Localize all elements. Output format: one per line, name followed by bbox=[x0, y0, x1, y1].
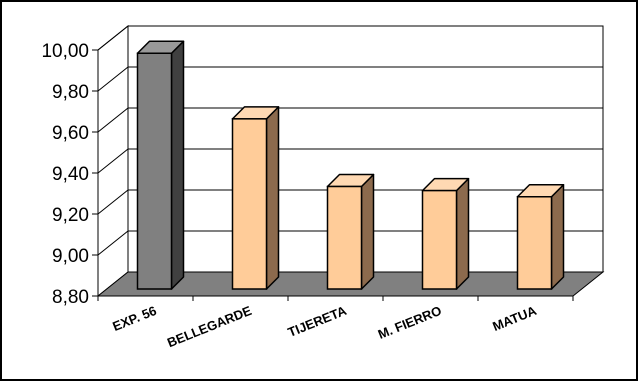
bar bbox=[136, 40, 185, 290]
x-category-label: EXP. 56 bbox=[110, 303, 158, 334]
y-tick-label: 9,60 bbox=[52, 123, 89, 144]
bar-front bbox=[421, 189, 458, 290]
y-tick-label: 9,40 bbox=[52, 164, 89, 185]
bar bbox=[421, 177, 470, 290]
bar-side bbox=[360, 173, 375, 290]
bar-side bbox=[170, 40, 185, 290]
bar-front bbox=[516, 196, 553, 290]
bar-side bbox=[550, 184, 565, 290]
bar-side bbox=[265, 106, 280, 290]
bar-side bbox=[455, 177, 470, 290]
gridline bbox=[97, 25, 603, 51]
gridline bbox=[97, 107, 603, 133]
bar-front bbox=[326, 185, 363, 290]
gridline bbox=[97, 66, 603, 92]
y-tick-label: 9,00 bbox=[52, 246, 89, 267]
bar bbox=[231, 106, 280, 290]
y-tick-label: 9,80 bbox=[52, 82, 89, 103]
gridline bbox=[97, 148, 603, 174]
y-tick-label: 10,00 bbox=[41, 41, 89, 62]
x-category-label: MATUA bbox=[490, 303, 539, 334]
y-tick-label: 9,20 bbox=[52, 205, 89, 226]
y-tick-label: 8,80 bbox=[52, 287, 89, 308]
bar-front bbox=[231, 118, 268, 290]
x-category-label: BELLEGARDE bbox=[165, 303, 254, 351]
x-category-label: M. FIERRO bbox=[376, 303, 444, 342]
bar-front bbox=[136, 52, 173, 290]
x-category-label: TIJERETA bbox=[286, 303, 350, 340]
bar bbox=[326, 173, 375, 290]
bar bbox=[516, 184, 565, 290]
